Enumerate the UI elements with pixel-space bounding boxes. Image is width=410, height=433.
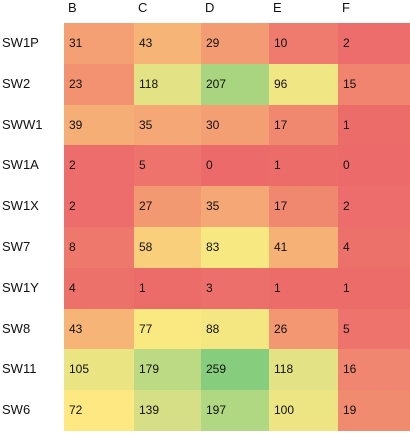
heatmap-cell: 16: [338, 349, 410, 391]
heatmap-cell: 1: [269, 267, 338, 309]
heatmap-cell: 5: [134, 145, 201, 187]
heatmap-cell: 0: [201, 145, 269, 187]
heatmap-cell: 26: [269, 308, 338, 350]
heatmap-cell: 77: [134, 308, 201, 350]
heatmap-cell: 105: [64, 349, 134, 391]
heatmap-cell: 43: [134, 23, 201, 64]
heatmap-cell: 2: [64, 145, 134, 187]
heatmap-cell: 35: [201, 186, 269, 227]
row-label: SW1P: [2, 35, 39, 50]
heatmap-cell: 1: [269, 145, 338, 187]
heatmap-cell: 58: [134, 227, 201, 268]
heatmap-cell: 259: [201, 349, 269, 391]
row-label: SW1X: [2, 198, 39, 214]
heatmap-cell: 83: [201, 227, 269, 268]
heatmap-cell: 41: [269, 227, 338, 268]
heatmap-cell: 2: [338, 23, 410, 64]
heatmap-cell: 31: [64, 23, 134, 64]
heatmap-cell: 30: [201, 104, 269, 146]
heatmap-cell: 4: [338, 227, 410, 268]
heatmap-cell: 43: [64, 308, 134, 350]
heatmap-cell: 29: [201, 23, 269, 64]
row-label: SW6: [2, 402, 31, 418]
heatmap-cell: 15: [338, 63, 410, 105]
column-header: F: [342, 0, 350, 15]
heatmap-cell: 17: [269, 186, 338, 227]
heatmap-cell: 2: [338, 186, 410, 227]
column-header: B: [68, 0, 77, 15]
heatmap-cell: 8: [64, 227, 134, 268]
row-label: SW1Y: [2, 279, 39, 295]
column-header: C: [138, 0, 148, 15]
heatmap-cell: 139: [134, 390, 201, 431]
row-label: SWW1: [2, 116, 43, 132]
column-header: D: [205, 0, 215, 15]
heatmap-cell: 88: [201, 308, 269, 350]
heatmap-cell: 4: [64, 267, 134, 309]
heatmap-cell: 17: [269, 104, 338, 146]
heatmap-cell: 10: [269, 23, 338, 64]
heatmap-cell: 23: [64, 63, 134, 105]
heatmap-cell: 35: [134, 104, 201, 146]
heatmap-cell: 0: [338, 145, 410, 187]
column-header: E: [273, 0, 282, 15]
heatmap-cell: 96: [269, 63, 338, 105]
heatmap-cell: 118: [134, 63, 201, 105]
heatmap-cell: 1: [338, 104, 410, 146]
heatmap-cell: 179: [134, 349, 201, 391]
heatmap-cell: 1: [338, 267, 410, 309]
heatmap-cell: 118: [269, 349, 338, 391]
row-label: SW2: [2, 75, 31, 91]
heatmap-cell: 72: [64, 390, 134, 431]
heatmap-cell: 197: [201, 390, 269, 431]
heatmap-cell: 1: [134, 267, 201, 309]
heatmap-cell: 27: [134, 186, 201, 227]
heatmap-cell: 207: [201, 63, 269, 105]
row-label: SW11: [2, 361, 37, 377]
heatmap-cell: 19: [338, 390, 410, 431]
row-label: SW7: [2, 239, 31, 254]
heatmap-cell: 3: [201, 267, 269, 309]
heatmap-cell: 100: [269, 390, 338, 431]
row-label: SW1A: [2, 157, 39, 173]
row-label: SW8: [2, 320, 31, 336]
heatmap-cell: 2: [64, 186, 134, 227]
heatmap-cell: 5: [338, 308, 410, 350]
heatmap-cell: 39: [64, 104, 134, 146]
